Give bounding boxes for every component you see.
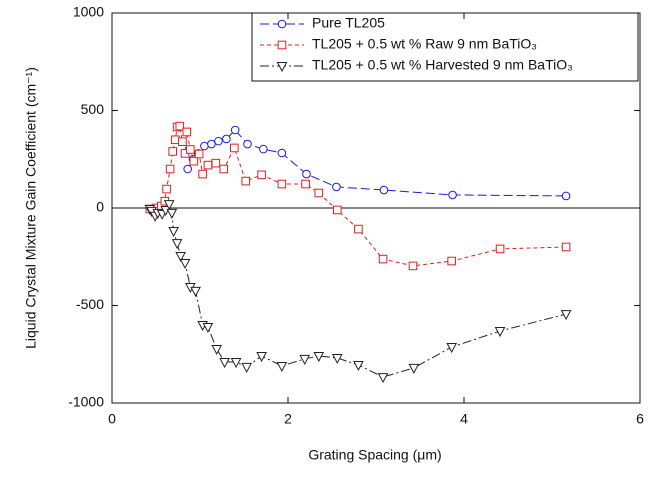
marker — [332, 205, 342, 215]
marker — [241, 176, 251, 186]
legend-marker — [277, 19, 287, 29]
marker — [377, 373, 389, 384]
marker — [495, 244, 505, 254]
marker — [314, 188, 324, 198]
x-axis-label: Grating Spacing (μm) — [308, 447, 441, 463]
marker — [353, 360, 364, 372]
marker — [230, 143, 239, 153]
marker — [256, 352, 267, 363]
marker — [214, 136, 223, 146]
marker — [560, 310, 572, 321]
marker — [190, 286, 201, 297]
marker — [163, 200, 175, 211]
marker — [219, 164, 229, 174]
marker — [165, 164, 175, 174]
marker — [182, 127, 192, 137]
marker — [168, 147, 178, 156]
y-tick-label: 0 — [96, 199, 104, 215]
x-tick-label: 2 — [284, 411, 292, 427]
marker — [222, 134, 231, 144]
marker — [189, 156, 199, 166]
marker — [207, 139, 216, 149]
marker — [332, 182, 341, 192]
marker — [219, 358, 230, 369]
series-line — [187, 129, 567, 197]
y-tick-label: -500 — [76, 296, 104, 312]
marker — [179, 258, 191, 270]
marker — [378, 254, 388, 264]
marker — [186, 145, 195, 154]
marker — [198, 169, 207, 179]
x-tick-label: 4 — [460, 411, 468, 427]
marker — [257, 170, 266, 180]
marker — [408, 363, 420, 374]
marker — [162, 184, 171, 194]
y-tick-label: 500 — [81, 101, 105, 117]
marker — [446, 343, 458, 354]
legend-marker — [276, 62, 288, 73]
legend-label: TL205 + 0.5 wt % Raw 9 nm BaTiO₃ — [312, 36, 537, 52]
marker — [302, 169, 311, 179]
marker — [301, 179, 310, 189]
marker — [277, 179, 287, 189]
marker — [313, 352, 325, 363]
x-tick-label: 0 — [108, 411, 116, 427]
marker — [230, 125, 240, 135]
marker — [408, 261, 418, 271]
marker — [203, 160, 213, 170]
marker — [211, 158, 221, 168]
marker — [299, 354, 311, 365]
marker — [561, 191, 571, 201]
marker — [194, 149, 204, 159]
marker — [211, 344, 223, 356]
marker — [168, 227, 179, 238]
marker — [202, 322, 214, 334]
marker — [379, 185, 389, 195]
marker — [354, 224, 363, 234]
marker — [171, 135, 180, 145]
marker — [175, 251, 186, 263]
legend-label: Pure TL205 — [312, 15, 385, 31]
marker — [178, 137, 187, 146]
legend-box — [251, 12, 639, 82]
marker — [259, 144, 268, 154]
marker — [331, 353, 343, 365]
marker — [277, 148, 287, 158]
marker — [166, 208, 178, 219]
legend-label: TL205 + 0.5 wt % Harvested 9 nm BaTiO₃ — [312, 57, 573, 73]
legend-marker — [277, 40, 287, 50]
x-tick-label: 6 — [636, 411, 644, 427]
marker — [494, 327, 506, 338]
marker — [175, 121, 185, 131]
y-axis-label: Liquid Crystal Mixture Gain Coefficient … — [23, 67, 39, 349]
marker — [230, 358, 242, 369]
marker — [561, 242, 571, 252]
marker — [183, 164, 192, 174]
marker — [241, 362, 252, 373]
marker — [276, 361, 288, 373]
marker — [243, 139, 252, 149]
y-tick-label: -1000 — [68, 394, 104, 410]
marker — [448, 190, 457, 200]
marker — [171, 239, 183, 250]
marker — [200, 141, 209, 151]
y-tick-label: 1000 — [73, 4, 104, 20]
marker — [447, 256, 456, 266]
